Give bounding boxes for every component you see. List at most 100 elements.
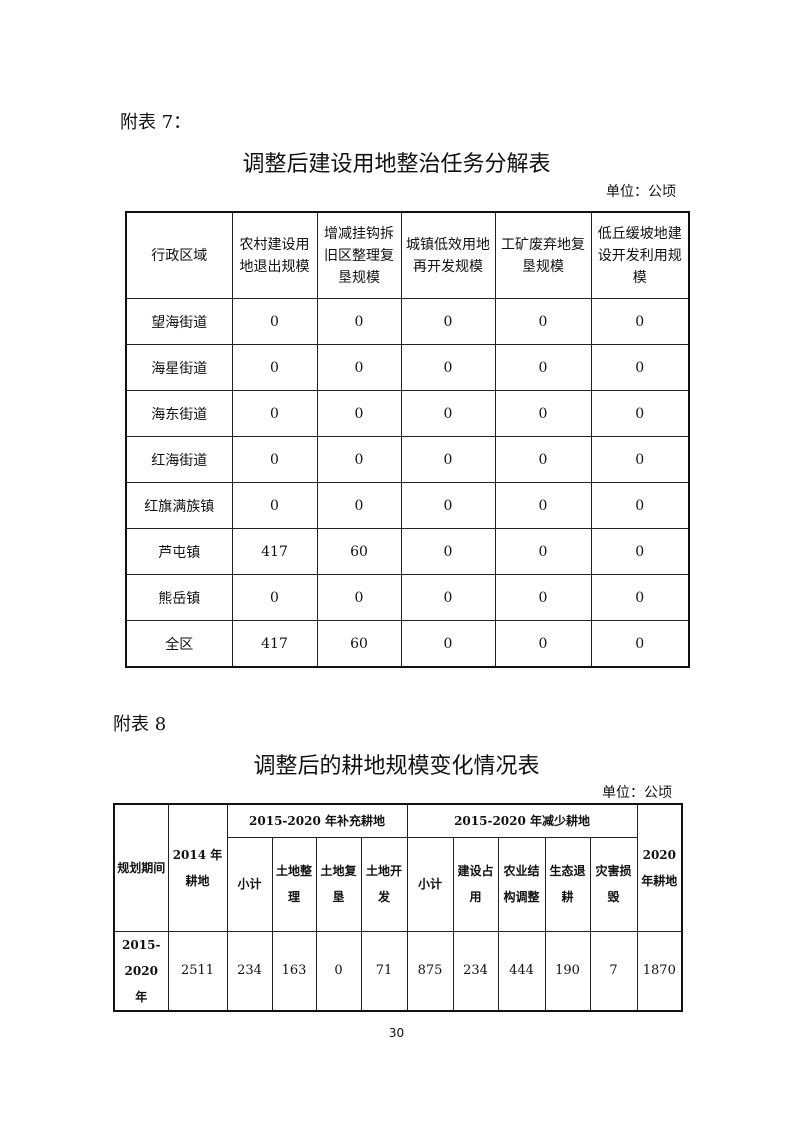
header-cell: 建设占用 [452, 836, 499, 932]
table-header-row: 规划期间 2014 年耕地 2015-2020 年补充耕地 2015-2020 … [113, 803, 683, 932]
header-cell: 土地开发 [360, 836, 408, 932]
value-cell: 2511 [167, 930, 228, 1011]
table-row: 全区 417 60 0 0 0 [125, 620, 690, 668]
header-added: 2015-2020 年补充耕地 [226, 803, 408, 838]
region-cell: 海星街道 [125, 344, 233, 391]
region-cell: 芦屯镇 [125, 528, 233, 575]
header-2020: 2020 年耕地 [636, 803, 683, 932]
table-7-unit: 单位：公顷 [606, 184, 676, 200]
value-cell: 0 [316, 482, 402, 529]
value-cell: 0 [231, 482, 318, 529]
value-cell: 0 [316, 574, 402, 621]
value-cell: 0 [494, 298, 592, 345]
table-row: 红海街道 0 0 0 0 0 [125, 436, 690, 483]
page-number: 30 [388, 1026, 405, 1040]
value-cell: 0 [231, 298, 318, 345]
header-cell: 增减挂钩拆旧区整理复垦规模 [316, 211, 402, 299]
value-cell: 0 [590, 436, 690, 483]
value-cell: 1870 [636, 930, 683, 1011]
value-cell: 163 [271, 930, 317, 1011]
value-cell: 0 [400, 298, 496, 345]
region-cell: 全区 [125, 620, 233, 668]
value-cell: 0 [590, 344, 690, 391]
value-cell: 0 [316, 298, 402, 345]
header-cell: 城镇低效用地再开发规模 [400, 211, 496, 299]
value-cell: 0 [494, 574, 592, 621]
value-cell: 0 [400, 390, 496, 437]
region-cell: 熊岳镇 [125, 574, 233, 621]
value-cell: 0 [400, 620, 496, 668]
value-cell: 0 [316, 436, 402, 483]
value-cell: 875 [406, 930, 454, 1011]
table-row: 芦屯镇 417 60 0 0 0 [125, 528, 690, 575]
header-reduced: 2015-2020 年减少耕地 [406, 803, 638, 838]
value-cell: 234 [452, 930, 499, 1011]
header-cell: 小计 [226, 836, 273, 932]
value-cell: 444 [497, 930, 546, 1011]
header-cell: 小计 [406, 836, 454, 932]
header-cell: 农村建设用地退出规模 [231, 211, 318, 299]
value-cell: 0 [494, 482, 592, 529]
region-cell: 红旗满族镇 [125, 482, 233, 529]
value-cell: 0 [400, 344, 496, 391]
table-row: 海星街道 0 0 0 0 0 [125, 344, 690, 391]
value-cell: 234 [226, 930, 273, 1011]
header-cell: 行政区域 [125, 211, 233, 299]
region-cell: 海东街道 [125, 390, 233, 437]
value-cell: 0 [400, 482, 496, 529]
value-cell: 0 [494, 344, 592, 391]
table-subheader-row: 小计 土地整理 土地复垦 土地开发 小计 建设占用 农业结构调整 生态退耕 灾害… [114, 836, 682, 932]
value-cell: 60 [316, 620, 402, 668]
header-cell: 灾害损毁 [589, 836, 638, 932]
header-2014: 2014 年耕地 [167, 803, 228, 932]
value-cell: 0 [590, 482, 690, 529]
value-cell: 0 [316, 344, 402, 391]
value-cell: 0 [400, 574, 496, 621]
value-cell: 0 [590, 298, 690, 345]
value-cell: 0 [231, 574, 318, 621]
value-cell: 0 [590, 620, 690, 668]
table-row: 熊岳镇 0 0 0 0 0 [125, 574, 690, 621]
value-cell: 0 [590, 574, 690, 621]
value-cell: 0 [494, 436, 592, 483]
value-cell: 0 [316, 390, 402, 437]
value-cell: 0 [494, 620, 592, 668]
value-cell: 7 [589, 930, 638, 1011]
value-cell: 60 [316, 528, 402, 575]
value-cell: 417 [231, 620, 318, 668]
header-cell: 农业结构调整 [497, 836, 546, 932]
construction-land-table: 行政区域 农村建设用地退出规模 增减挂钩拆旧区整理复垦规模 城镇低效用地再开发规… [125, 211, 690, 668]
table-7-title: 调整后建设用地整治任务分解表 [242, 152, 551, 177]
table-row: 2015-2020 年 2511 234 163 0 71 875 234 444 190 7 187… [113, 930, 683, 1011]
table-8-unit: 单位：公顷 [602, 785, 672, 801]
value-cell: 417 [231, 528, 318, 575]
header-cell: 土地整理 [271, 836, 317, 932]
value-cell: 0 [231, 436, 318, 483]
value-cell: 0 [494, 390, 592, 437]
value-cell: 0 [231, 344, 318, 391]
table-row: 望海街道 0 0 0 0 0 [125, 298, 690, 345]
table-8-title: 调整后的耕地规模变化情况表 [253, 754, 540, 779]
header-cell: 低丘缓坡地建设开发利用规模 [590, 211, 690, 299]
farmland-change-table: 规划期间 2014 年耕地 2015-2020 年补充耕地 2015-2020 … [113, 803, 684, 1012]
appendix-8-label: 附表 8 [113, 714, 167, 735]
value-cell: 0 [590, 390, 690, 437]
header-cell: 土地复垦 [315, 836, 362, 932]
table-row: 海东街道 0 0 0 0 0 [125, 390, 690, 437]
appendix-7-label: 附表 7： [120, 112, 192, 133]
value-cell: 0 [400, 528, 496, 575]
value-cell: 0 [400, 436, 496, 483]
header-period: 规划期间 [113, 803, 169, 932]
header-cell: 生态退耕 [544, 836, 591, 932]
header-cell: 工矿废弃地复垦规模 [494, 211, 592, 299]
table-row: 红旗满族镇 0 0 0 0 0 [125, 482, 690, 529]
value-cell: 190 [544, 930, 591, 1011]
region-cell: 望海街道 [125, 298, 233, 345]
value-cell: 0 [231, 390, 318, 437]
value-cell: 0 [590, 528, 690, 575]
region-cell: 红海街道 [125, 436, 233, 483]
table-header-row: 行政区域 农村建设用地退出规模 增减挂钩拆旧区整理复垦规模 城镇低效用地再开发规… [125, 211, 690, 299]
value-cell: 71 [360, 930, 408, 1011]
value-cell: 0 [494, 528, 592, 575]
period-cell: 2015-2020 年 [113, 930, 169, 1011]
